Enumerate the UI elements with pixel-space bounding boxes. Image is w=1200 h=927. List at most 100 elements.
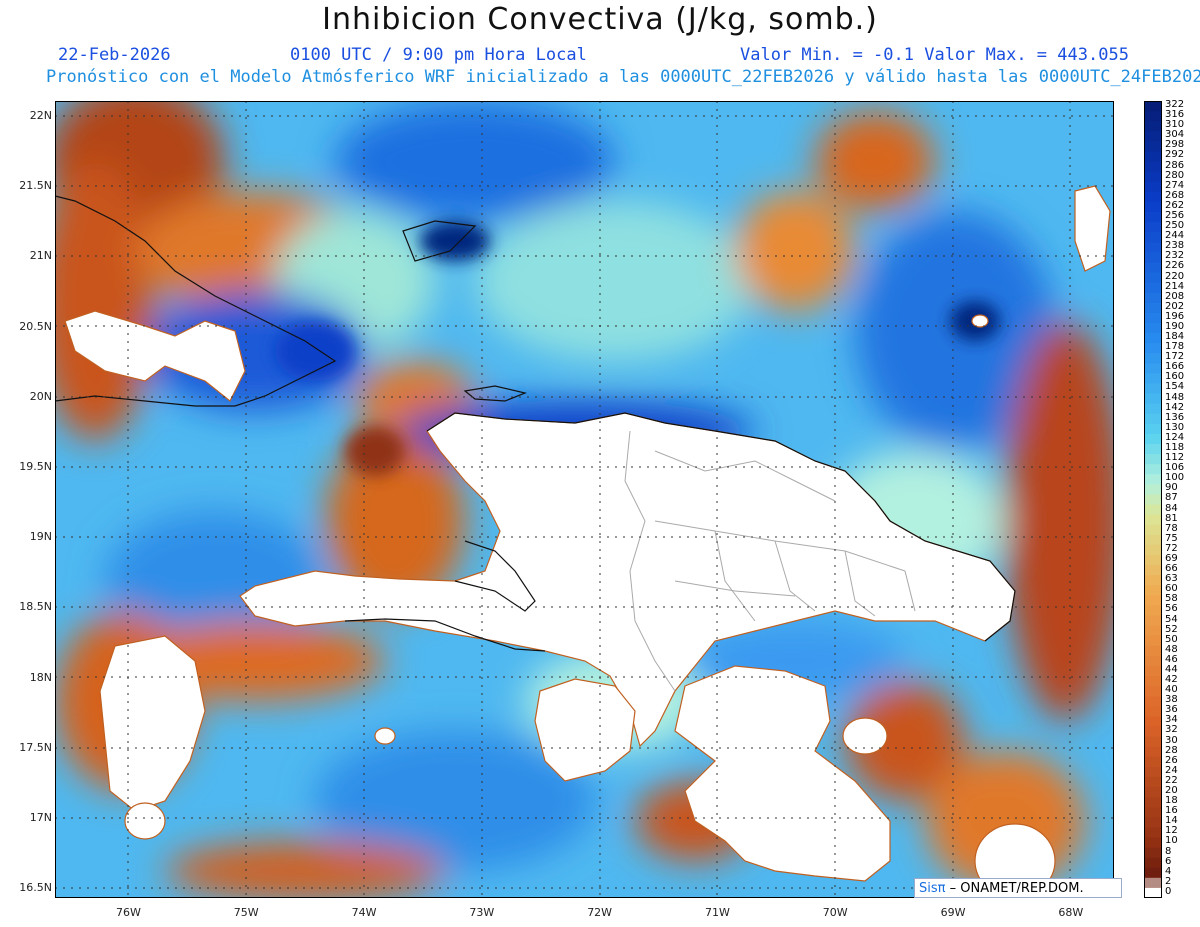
colorbar-label: 78 bbox=[1165, 522, 1178, 534]
colorbar-swatch bbox=[1144, 787, 1162, 798]
colorbar-swatch bbox=[1144, 746, 1162, 758]
colorbar-label: 20 bbox=[1165, 785, 1178, 797]
colorbar-swatch bbox=[1144, 716, 1162, 727]
colorbar-label: 28 bbox=[1165, 744, 1178, 756]
colorbar-swatch bbox=[1144, 817, 1162, 828]
colorbar-label: 220 bbox=[1165, 270, 1185, 282]
colorbar-label: 8 bbox=[1165, 845, 1172, 857]
map-frame bbox=[55, 101, 1114, 898]
lat-tick-label: 22N bbox=[29, 109, 52, 122]
colorbar-label: 66 bbox=[1165, 563, 1178, 575]
colorbar-label: 56 bbox=[1165, 603, 1178, 615]
lon-tick-label: 75W bbox=[233, 906, 259, 919]
colorbar-swatch bbox=[1144, 676, 1162, 687]
colorbar-label: 202 bbox=[1165, 300, 1185, 312]
colorbar-swatch bbox=[1144, 363, 1162, 374]
colorbar-swatch bbox=[1144, 484, 1162, 495]
colorbar-swatch bbox=[1144, 474, 1162, 485]
colorbar-label: 36 bbox=[1165, 704, 1178, 716]
colorbar-swatch bbox=[1144, 635, 1162, 647]
colorbar-swatch bbox=[1144, 544, 1162, 556]
colorbar-label: 84 bbox=[1165, 502, 1178, 514]
colorbar-swatch bbox=[1144, 161, 1162, 173]
colorbar-label: 184 bbox=[1165, 331, 1185, 343]
colorbar-swatch bbox=[1144, 211, 1162, 223]
colorbar-swatch bbox=[1144, 706, 1162, 717]
colorbar-swatch bbox=[1144, 413, 1162, 425]
colorbar-swatch bbox=[1144, 625, 1162, 637]
lat-tick-label: 20.5N bbox=[19, 319, 52, 333]
colorbar-swatch bbox=[1144, 837, 1162, 849]
chart-title: Inhibicion Convectiva (J/kg, somb.) bbox=[322, 2, 878, 37]
colorbar-swatch bbox=[1144, 121, 1162, 132]
colorbar-label: 190 bbox=[1165, 320, 1185, 332]
colorbar-swatch bbox=[1144, 312, 1162, 324]
colorbar-swatch bbox=[1144, 141, 1162, 152]
colorbar-label: 72 bbox=[1165, 542, 1178, 554]
colorbar-swatch bbox=[1144, 756, 1162, 768]
forecast-time: 0100 UTC / 9:00 pm Hora Local bbox=[290, 45, 587, 65]
colorbar-label: 100 bbox=[1165, 472, 1185, 484]
colorbar-label: 44 bbox=[1165, 663, 1178, 675]
colorbar-swatch bbox=[1144, 554, 1162, 566]
lon-tick-label: 71W bbox=[705, 906, 730, 919]
colorbar-swatch bbox=[1144, 222, 1162, 233]
colorbar-swatch bbox=[1144, 595, 1162, 606]
colorbar-label: 42 bbox=[1165, 674, 1178, 686]
colorbar-label: 54 bbox=[1165, 613, 1178, 625]
colorbar-label: 52 bbox=[1165, 623, 1178, 635]
colorbar-swatch bbox=[1144, 272, 1162, 284]
colorbar-swatch bbox=[1144, 645, 1162, 657]
colorbar-label: 304 bbox=[1165, 129, 1185, 141]
colorbar-label: 69 bbox=[1165, 552, 1178, 564]
colorbar-swatch bbox=[1144, 262, 1162, 274]
colorbar-label: 160 bbox=[1165, 371, 1185, 383]
colorbar-swatch bbox=[1144, 433, 1162, 445]
colorbar-swatch bbox=[1144, 464, 1162, 475]
colorbar-label: 106 bbox=[1165, 462, 1185, 474]
colorbar-swatch bbox=[1144, 867, 1162, 879]
min-max-values: Valor Min. = -0.1 Valor Max. = 443.055 bbox=[740, 45, 1129, 65]
colorbar-label: 196 bbox=[1165, 310, 1185, 322]
colorbar-swatch bbox=[1144, 403, 1162, 415]
colorbar-label: 208 bbox=[1165, 290, 1185, 302]
colorbar-swatch bbox=[1144, 655, 1162, 667]
colorbar-label: 18 bbox=[1165, 795, 1178, 807]
colorbar-label: 298 bbox=[1165, 139, 1185, 151]
graticule bbox=[55, 101, 1114, 898]
colorbar bbox=[1144, 101, 1162, 898]
colorbar-swatch bbox=[1144, 605, 1162, 617]
colorbar-swatch bbox=[1144, 111, 1162, 122]
lat-tick-label: 16.5N bbox=[19, 881, 52, 895]
colorbar-frame bbox=[1144, 101, 1162, 898]
sispi-logo: Sisπ bbox=[919, 881, 946, 896]
colorbar-swatch bbox=[1144, 302, 1162, 314]
colorbar-swatch bbox=[1144, 524, 1162, 536]
colorbar-swatch bbox=[1144, 877, 1162, 889]
colorbar-label: 32 bbox=[1165, 724, 1178, 736]
colorbar-label: 81 bbox=[1165, 512, 1178, 524]
lat-tick-label: 19.5N bbox=[19, 460, 52, 473]
colorbar-label: 34 bbox=[1165, 714, 1178, 726]
colorbar-swatch bbox=[1144, 534, 1162, 546]
colorbar-swatch bbox=[1144, 322, 1162, 334]
lon-tick-label: 69W bbox=[940, 906, 966, 919]
colorbar-swatch bbox=[1144, 232, 1162, 243]
colorbar-swatch bbox=[1144, 665, 1162, 677]
colorbar-swatch bbox=[1144, 101, 1162, 112]
colorbar-label: 0 bbox=[1165, 885, 1172, 897]
colorbar-swatch bbox=[1144, 333, 1162, 344]
colorbar-label: 60 bbox=[1165, 583, 1178, 595]
colorbar-swatch bbox=[1144, 847, 1162, 859]
lat-tick-label: 21N bbox=[29, 249, 52, 263]
colorbar-label: 124 bbox=[1165, 431, 1185, 443]
colorbar-label: 286 bbox=[1165, 159, 1185, 171]
colorbar-swatch bbox=[1144, 201, 1162, 213]
colorbar-swatch bbox=[1144, 131, 1162, 142]
colorbar-swatch bbox=[1144, 292, 1162, 304]
colorbar-label: 280 bbox=[1165, 169, 1185, 181]
colorbar-label: 4 bbox=[1165, 865, 1172, 877]
colorbar-swatch bbox=[1144, 494, 1162, 506]
colorbar-label: 16 bbox=[1165, 805, 1178, 817]
colorbar-swatch bbox=[1144, 736, 1162, 748]
